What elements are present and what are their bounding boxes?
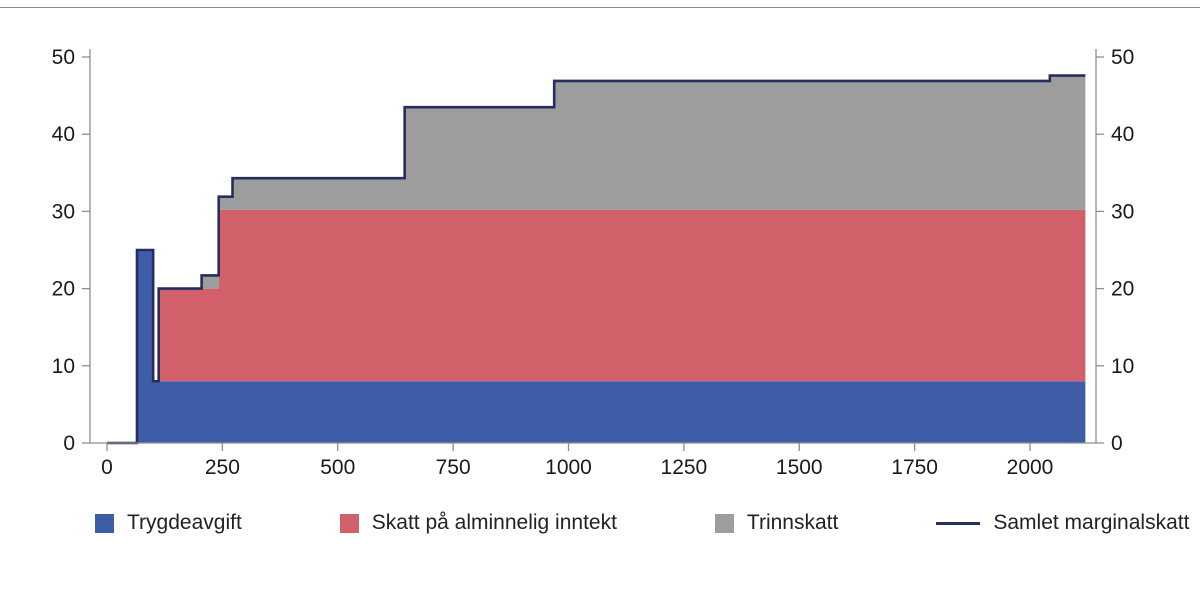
legend-label-alminnelig-inntekt: Skatt på alminnelig inntekt (371, 511, 617, 534)
y-tick-label-left: 10 (52, 355, 75, 378)
legend-label-trinnskatt: Trinnskatt (746, 511, 839, 534)
figure-top-rule (0, 7, 1200, 8)
legend-item-trinnskatt: Trinnskatt (714, 511, 839, 535)
x-tick-label: 2000 (1007, 456, 1054, 479)
legend-item-samlet-marginalskatt: Samlet marginalskatt (936, 511, 1189, 535)
legend-swatch-alminnelig-inntekt (339, 513, 359, 533)
x-tick-label: 750 (436, 456, 471, 479)
x-tick-label: 250 (205, 456, 240, 479)
x-tick-label: 500 (320, 456, 355, 479)
legend-swatch-trinnskatt (714, 513, 734, 533)
y-tick-label-right: 20 (1111, 278, 1134, 301)
x-tick-label: 1250 (661, 456, 708, 479)
chart-legend: Trygdeavgift Skatt på alminnelig inntekt… (95, 511, 1189, 535)
area-series-1 (107, 209, 1086, 443)
legend-item-alminnelig-inntekt: Skatt på alminnelig inntekt (339, 511, 617, 535)
x-tick-label: 1000 (545, 456, 592, 479)
area-series-0 (107, 250, 1086, 443)
legend-label-trygdeavgift: Trygdeavgift (127, 511, 242, 534)
legend-swatch-trygdeavgift (95, 513, 114, 533)
y-tick-label-right: 30 (1111, 200, 1134, 223)
line-samlet-marginalskatt (107, 74, 1086, 445)
y-tick-label-right: 10 (1111, 355, 1134, 378)
legend-item-trygdeavgift: Trygdeavgift (95, 511, 242, 535)
y-tick-label-left: 20 (52, 278, 75, 301)
y-tick-label-left: 50 (52, 46, 75, 69)
y-tick-label-right: 50 (1111, 46, 1134, 69)
x-tick-label: 0 (101, 456, 113, 479)
y-tick-label-left: 0 (63, 432, 75, 455)
y-tick-label-right: 40 (1111, 123, 1134, 146)
y-tick-label-right: 0 (1111, 432, 1123, 455)
legend-line-swatch-samlet-marginalskatt (936, 521, 981, 525)
area-series-2 (107, 75, 1086, 443)
x-tick-label: 1500 (776, 456, 823, 479)
y-tick-label-left: 30 (52, 200, 75, 223)
y-tick-label-left: 40 (52, 123, 75, 146)
x-tick-label: 1750 (891, 456, 938, 479)
legend-label-samlet-marginalskatt: Samlet marginalskatt (993, 511, 1190, 534)
